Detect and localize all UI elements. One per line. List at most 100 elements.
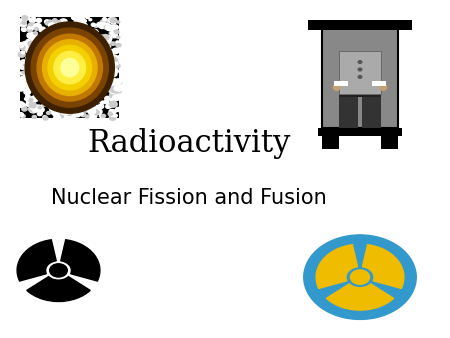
Wedge shape — [27, 276, 90, 301]
Circle shape — [49, 20, 51, 22]
Circle shape — [29, 107, 37, 113]
Circle shape — [92, 98, 95, 100]
Circle shape — [28, 106, 36, 112]
Circle shape — [94, 108, 102, 115]
Circle shape — [36, 89, 42, 93]
Ellipse shape — [37, 34, 103, 101]
Circle shape — [60, 98, 64, 101]
Circle shape — [31, 77, 34, 79]
Circle shape — [55, 26, 63, 31]
Wedge shape — [61, 240, 100, 281]
Circle shape — [112, 66, 115, 68]
Circle shape — [78, 22, 81, 25]
Circle shape — [67, 27, 73, 32]
Circle shape — [109, 110, 114, 113]
Circle shape — [94, 98, 100, 103]
Circle shape — [22, 71, 26, 74]
Circle shape — [30, 73, 37, 78]
Circle shape — [62, 107, 69, 113]
Circle shape — [114, 30, 117, 33]
Circle shape — [72, 34, 78, 39]
Circle shape — [23, 72, 28, 75]
Circle shape — [32, 17, 35, 19]
Circle shape — [29, 103, 36, 108]
Circle shape — [101, 94, 104, 96]
Circle shape — [74, 19, 81, 25]
Circle shape — [78, 110, 81, 113]
Circle shape — [100, 84, 103, 87]
Circle shape — [30, 45, 36, 51]
Circle shape — [49, 29, 56, 35]
Circle shape — [110, 87, 118, 93]
Circle shape — [107, 104, 111, 107]
Circle shape — [26, 96, 30, 99]
Circle shape — [94, 25, 98, 27]
Circle shape — [54, 37, 59, 41]
Ellipse shape — [380, 84, 387, 90]
Circle shape — [24, 90, 30, 94]
Circle shape — [79, 106, 84, 110]
Circle shape — [71, 108, 75, 112]
Circle shape — [59, 95, 66, 100]
Circle shape — [34, 46, 37, 48]
Circle shape — [78, 22, 86, 28]
Circle shape — [53, 19, 57, 22]
Circle shape — [112, 72, 117, 76]
Circle shape — [88, 114, 96, 120]
Circle shape — [93, 39, 96, 41]
Circle shape — [106, 104, 112, 108]
Circle shape — [104, 78, 111, 83]
Circle shape — [29, 18, 36, 23]
Circle shape — [117, 36, 120, 39]
Circle shape — [27, 27, 33, 32]
Circle shape — [54, 115, 61, 121]
Circle shape — [34, 87, 38, 90]
Circle shape — [76, 32, 84, 38]
Circle shape — [81, 23, 84, 25]
Circle shape — [25, 98, 28, 100]
Circle shape — [94, 71, 101, 75]
Circle shape — [107, 35, 110, 38]
Circle shape — [64, 29, 69, 33]
Wedge shape — [326, 284, 394, 310]
Circle shape — [37, 57, 43, 61]
Circle shape — [100, 78, 105, 82]
Circle shape — [99, 23, 107, 28]
Circle shape — [80, 23, 87, 28]
Circle shape — [111, 42, 115, 45]
Circle shape — [98, 62, 103, 65]
Circle shape — [111, 31, 117, 35]
Circle shape — [97, 74, 104, 79]
Circle shape — [107, 80, 112, 84]
Circle shape — [71, 24, 73, 27]
Wedge shape — [17, 240, 56, 281]
Circle shape — [110, 89, 117, 94]
Circle shape — [34, 32, 37, 34]
Circle shape — [105, 45, 111, 49]
Circle shape — [31, 32, 35, 36]
Circle shape — [87, 32, 91, 36]
Circle shape — [78, 23, 81, 26]
Circle shape — [35, 62, 40, 65]
Circle shape — [95, 84, 103, 89]
Circle shape — [48, 21, 54, 25]
Circle shape — [76, 17, 81, 21]
Circle shape — [91, 29, 98, 35]
Circle shape — [49, 104, 55, 109]
Circle shape — [22, 107, 27, 111]
Circle shape — [106, 105, 110, 108]
Circle shape — [65, 104, 71, 108]
Circle shape — [21, 22, 26, 26]
Circle shape — [82, 32, 85, 34]
Circle shape — [30, 104, 38, 110]
Circle shape — [86, 97, 89, 99]
Circle shape — [37, 107, 44, 112]
Bar — [372, 81, 386, 86]
Bar — [322, 136, 338, 149]
Circle shape — [88, 100, 95, 105]
Circle shape — [76, 99, 82, 104]
Circle shape — [51, 33, 56, 36]
Circle shape — [50, 107, 57, 112]
Circle shape — [37, 58, 43, 63]
Circle shape — [93, 110, 99, 115]
